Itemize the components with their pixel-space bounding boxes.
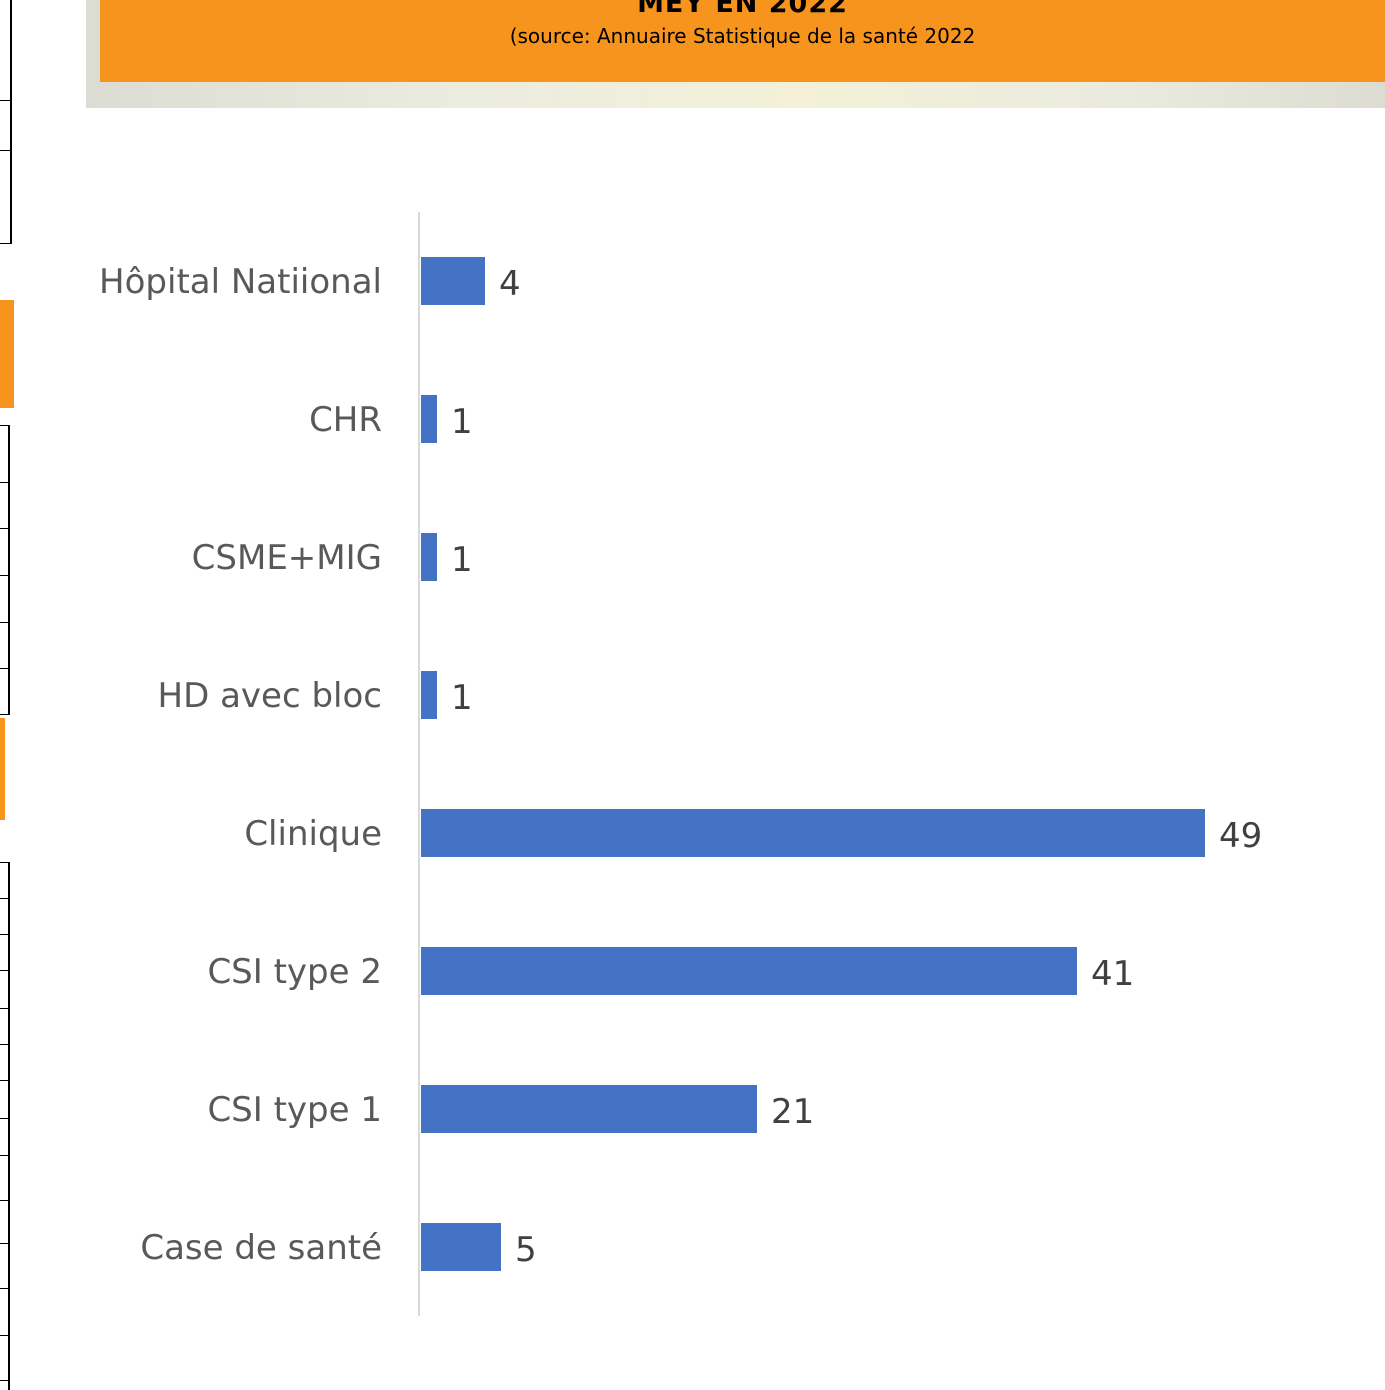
- category-label: HD avec bloc: [158, 676, 382, 716]
- data-label: 21: [771, 1092, 814, 1132]
- bar: [421, 671, 437, 719]
- bar: [421, 257, 485, 305]
- data-label: 4: [499, 264, 521, 304]
- bar: [421, 395, 437, 443]
- bar: [421, 809, 1205, 857]
- data-label: 49: [1219, 816, 1262, 856]
- category-label: Clinique: [244, 814, 382, 854]
- bar: [421, 1223, 501, 1271]
- data-label: 1: [451, 402, 473, 442]
- category-label: CSME+MIG: [192, 538, 382, 578]
- chart-source: (source: Annuaire Statistique de la sant…: [509, 24, 976, 48]
- category-label: Hôpital Natiional: [99, 262, 382, 302]
- category-label: Case de santé: [140, 1228, 382, 1268]
- bar: [421, 947, 1077, 995]
- bar: [421, 1085, 757, 1133]
- category-label: CHR: [309, 400, 382, 440]
- bar: [421, 533, 437, 581]
- header-banner: MEY EN 2022 (source: Annuaire Statistiqu…: [100, 0, 1385, 82]
- category-label: CSI type 2: [207, 952, 382, 992]
- data-label: 5: [515, 1230, 537, 1270]
- chart-title: MEY EN 2022: [637, 0, 848, 19]
- category-label: CSI type 1: [207, 1090, 382, 1130]
- data-label: 41: [1091, 954, 1134, 994]
- data-label: 1: [451, 678, 473, 718]
- data-label: 1: [451, 540, 473, 580]
